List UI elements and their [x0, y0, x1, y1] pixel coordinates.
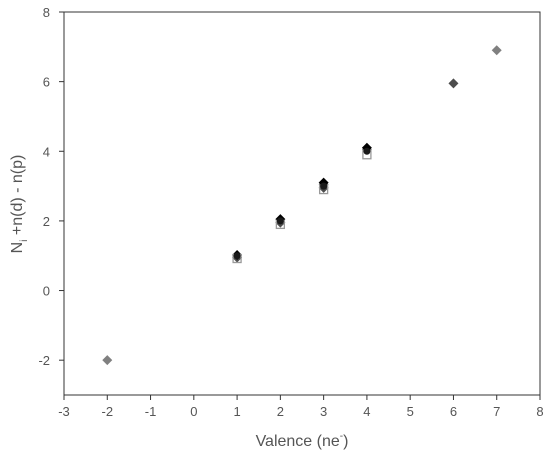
y-tick-label: 6: [43, 75, 50, 90]
x-tick-label: 2: [277, 404, 284, 419]
plot-frame: [63, 11, 541, 396]
y-tick-label: 0: [43, 284, 50, 299]
x-tick-label: 5: [407, 404, 414, 419]
data-point: [233, 252, 241, 260]
y-tick-label: 2: [43, 214, 50, 229]
data-point: [491, 45, 502, 56]
data-points: [102, 45, 502, 366]
x-tick-label: 0: [190, 404, 197, 419]
data-point: [363, 147, 371, 155]
x-axis-ticks: -3 -2 -1 0 1 2 3 4 5 6 7 8: [58, 395, 544, 419]
x-tick-label: 6: [450, 404, 457, 419]
y-axis-ticks: -2 0 2 4 6 8: [38, 5, 64, 368]
y-tick-label: -2: [38, 353, 50, 368]
x-axis-title: Valence (ne-): [256, 431, 349, 450]
y-tick-label: 4: [43, 144, 50, 159]
x-tick-label: -1: [145, 404, 157, 419]
data-point: [276, 217, 284, 225]
data-point: [102, 355, 113, 366]
x-tick-label: 1: [233, 404, 240, 419]
data-point: [448, 78, 459, 89]
x-tick-label: -3: [58, 404, 70, 419]
x-tick-label: 7: [493, 404, 500, 419]
y-tick-label: 8: [43, 5, 50, 20]
x-tick-label: -2: [101, 404, 113, 419]
y-axis-title: Ni +n(d) - n(p): [9, 155, 30, 254]
x-tick-label: 3: [320, 404, 327, 419]
x-tick-label: 4: [363, 404, 370, 419]
x-tick-label: 8: [536, 404, 543, 419]
data-point: [320, 182, 328, 190]
